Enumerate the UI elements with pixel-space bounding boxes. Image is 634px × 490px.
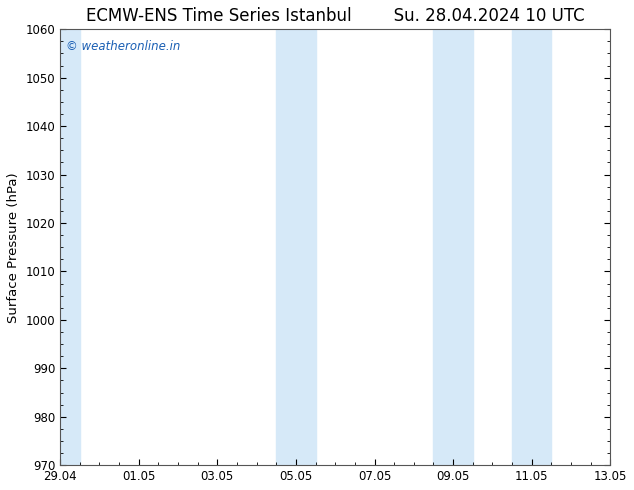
- Bar: [434, 29, 473, 465]
- Text: © weatheronline.in: © weatheronline.in: [65, 40, 180, 53]
- Title: ECMW-ENS Time Series Istanbul        Su. 28.04.2024 10 UTC: ECMW-ENS Time Series Istanbul Su. 28.04.…: [86, 7, 585, 25]
- Bar: [41, 29, 80, 465]
- Bar: [512, 29, 552, 465]
- Y-axis label: Surface Pressure (hPa): Surface Pressure (hPa): [7, 172, 20, 322]
- Bar: [276, 29, 316, 465]
